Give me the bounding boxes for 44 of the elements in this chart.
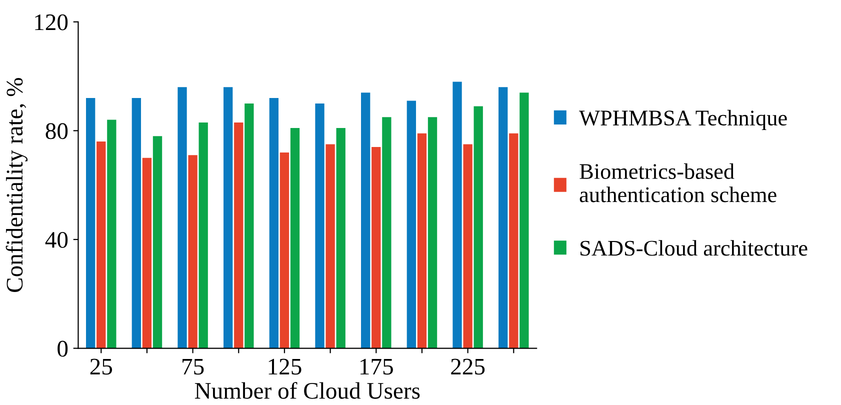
y-tick-label: 120 — [35, 14, 68, 30]
bar — [315, 103, 324, 348]
bar — [280, 152, 290, 348]
bar — [178, 87, 187, 348]
x-tick-label: 125 — [268, 358, 302, 375]
bar — [326, 144, 335, 348]
legend-label: SADS-Cloud architecture — [580, 240, 808, 256]
bar — [234, 122, 244, 348]
bar — [336, 128, 346, 348]
x-tick-label: 225 — [451, 358, 485, 375]
bar — [406, 100, 416, 348]
bar — [152, 136, 162, 348]
bar — [463, 144, 472, 348]
bar — [452, 82, 462, 348]
bar — [290, 128, 300, 348]
bar — [188, 155, 198, 348]
y-tick-label: 80 — [46, 123, 68, 140]
x-axis-title: Number of Cloud Users — [194, 382, 420, 399]
bar — [96, 142, 106, 348]
legend-label: WPHMBSA Technique — [579, 110, 787, 130]
x-tick-label: 25 — [90, 358, 112, 375]
legend-label: Biometrics-based authentication scheme — [580, 163, 776, 202]
bar — [361, 92, 370, 348]
bar — [372, 147, 381, 348]
x-tick-label: 175 — [360, 358, 393, 375]
bar — [107, 120, 116, 348]
bar — [417, 133, 427, 348]
bar — [474, 106, 483, 348]
bar — [520, 92, 529, 348]
bar — [142, 158, 152, 348]
bar — [224, 87, 233, 348]
bar — [428, 117, 438, 348]
bar — [509, 133, 518, 348]
bar — [244, 103, 254, 348]
bar — [86, 98, 96, 348]
y-axis-title: Confidentiality rate, % — [6, 78, 28, 292]
bar — [269, 98, 279, 348]
y-tick-label: 0 — [58, 340, 68, 357]
y-tick-label: 40 — [45, 232, 68, 248]
bar — [198, 122, 208, 348]
bar — [498, 87, 508, 348]
bar — [132, 98, 142, 348]
x-tick-label: 75 — [182, 358, 204, 375]
bar — [382, 117, 392, 348]
